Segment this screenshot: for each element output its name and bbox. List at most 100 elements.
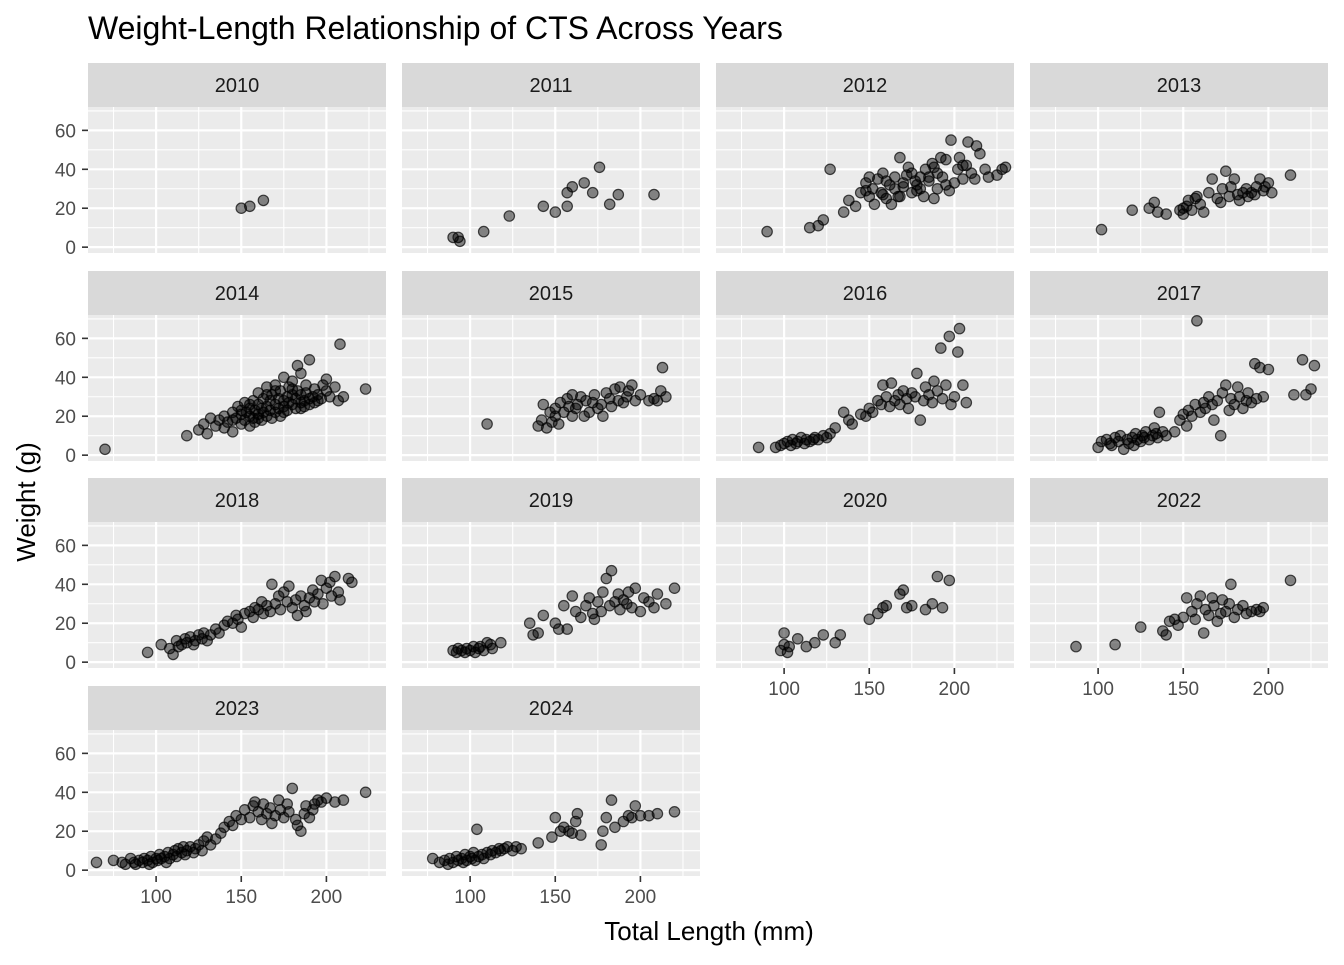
facet-strip-label: 2015 xyxy=(529,283,574,305)
chart-title: Weight-Length Relationship of CTS Across… xyxy=(88,10,783,46)
data-point xyxy=(477,852,490,865)
panel-background xyxy=(716,522,1014,668)
facet-strip-label: 2014 xyxy=(215,283,260,305)
data-point xyxy=(359,786,372,799)
data-point xyxy=(926,396,939,409)
x-tick-label: 100 xyxy=(768,679,800,700)
data-point xyxy=(359,383,372,395)
facet-strip xyxy=(716,478,1014,522)
data-point xyxy=(571,807,584,820)
data-point xyxy=(1257,390,1270,403)
y-tick-label: 60 xyxy=(55,329,76,350)
data-point xyxy=(597,586,609,598)
data-point xyxy=(928,192,940,205)
data-point xyxy=(936,392,949,405)
data-point xyxy=(1308,359,1321,372)
facet-strip-label: 2010 xyxy=(215,75,260,97)
data-point xyxy=(877,188,889,201)
data-point xyxy=(926,597,939,610)
data-point xyxy=(1214,429,1227,442)
data-point xyxy=(1220,379,1232,391)
data-point xyxy=(163,642,176,655)
data-point xyxy=(201,634,213,647)
facet-strip xyxy=(88,686,386,730)
data-point xyxy=(1168,613,1181,626)
data-point xyxy=(877,379,889,391)
panel-background xyxy=(1030,107,1328,253)
data-point xyxy=(566,181,579,193)
data-point xyxy=(1168,425,1181,438)
x-axis-label: Total Length (mm) xyxy=(604,916,814,946)
facet-strip-label: 2011 xyxy=(529,75,572,97)
data-point xyxy=(778,627,790,639)
data-point xyxy=(1284,169,1297,181)
data-point xyxy=(965,167,978,179)
data-point xyxy=(622,385,635,397)
data-point xyxy=(244,811,256,824)
y-tick-label: 0 xyxy=(65,653,76,674)
data-point xyxy=(1254,361,1266,374)
data-point xyxy=(1208,414,1220,426)
data-point xyxy=(600,572,613,585)
data-point xyxy=(1257,601,1270,614)
data-point xyxy=(902,402,915,415)
facet-strip-label: 2017 xyxy=(1157,283,1202,305)
data-point xyxy=(752,441,765,454)
data-point xyxy=(532,420,544,432)
data-point xyxy=(600,811,613,824)
data-point xyxy=(523,617,536,629)
panel-background xyxy=(402,315,700,461)
data-point xyxy=(1231,381,1244,393)
panel-background xyxy=(1030,315,1328,461)
facet-strip xyxy=(1030,478,1328,522)
data-point xyxy=(1214,196,1227,209)
data-point xyxy=(612,188,625,201)
data-point xyxy=(1092,441,1104,454)
data-point xyxy=(597,825,609,837)
data-point xyxy=(300,800,312,812)
facet-panel-2022: 2022 100 150 200 xyxy=(1030,478,1328,700)
y-tick-label: 20 xyxy=(55,407,76,428)
data-point xyxy=(1070,640,1082,653)
data-point xyxy=(1172,619,1184,631)
data-point xyxy=(656,361,669,374)
data-point xyxy=(566,590,579,602)
data-point xyxy=(1109,638,1121,651)
data-point xyxy=(1177,611,1190,624)
data-point xyxy=(334,338,346,350)
x-tick-label: 200 xyxy=(1253,679,1285,700)
data-point xyxy=(626,379,638,391)
data-point xyxy=(181,636,193,649)
data-point xyxy=(863,613,876,626)
data-point xyxy=(634,809,647,822)
data-point xyxy=(532,627,544,639)
facet-strip-label: 2019 xyxy=(529,490,574,512)
data-point xyxy=(269,385,282,397)
data-point xyxy=(1225,392,1237,405)
x-tick-label: 150 xyxy=(225,887,257,908)
data-point xyxy=(940,379,952,391)
data-point xyxy=(885,377,898,389)
data-point xyxy=(1262,363,1275,376)
data-point xyxy=(622,586,635,598)
data-point xyxy=(1160,629,1172,641)
facet-strip xyxy=(1030,63,1328,107)
data-point xyxy=(561,623,573,635)
data-point xyxy=(761,225,773,238)
data-point xyxy=(549,206,562,218)
data-point xyxy=(1186,204,1198,216)
data-point xyxy=(346,576,358,589)
data-point xyxy=(934,342,947,354)
data-point xyxy=(837,206,850,218)
data-point xyxy=(481,418,493,430)
data-point xyxy=(928,375,940,387)
data-point xyxy=(537,200,550,213)
data-point xyxy=(329,796,341,808)
facet-strip-label: 2020 xyxy=(843,490,888,512)
data-point xyxy=(1216,594,1229,606)
data-point xyxy=(629,582,642,594)
data-point xyxy=(605,564,618,577)
x-tick-label: 150 xyxy=(853,679,885,700)
